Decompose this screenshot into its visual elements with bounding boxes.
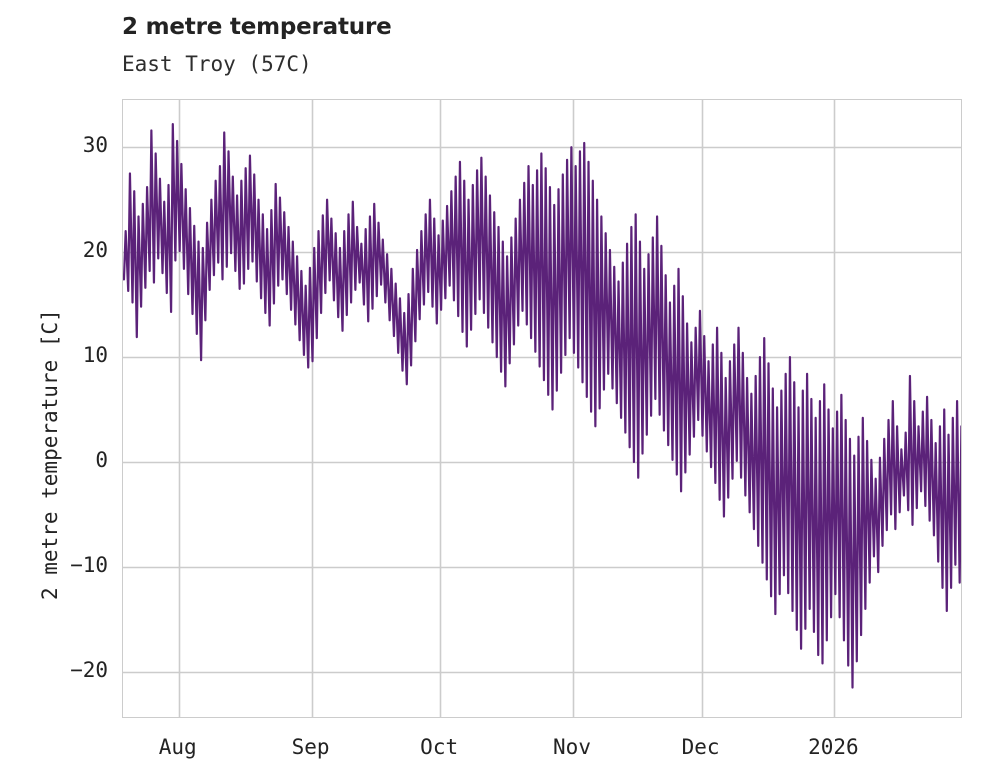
chart-subtitle: East Troy (57C)	[122, 52, 312, 76]
x-tick-label: Aug	[158, 735, 197, 759]
x-tick-label: Nov	[553, 735, 591, 759]
series-line-2-metre-temperature	[123, 123, 961, 689]
plot-area	[122, 99, 962, 718]
x-tick-label: Sep	[291, 735, 330, 759]
temperature-series	[123, 123, 961, 689]
x-tick-label: 2026	[808, 735, 859, 759]
y-tick-label: 0	[95, 447, 108, 472]
y-tick-label: −20	[70, 657, 108, 682]
x-tick-label: Oct	[420, 735, 459, 759]
x-tick-label: Dec	[681, 735, 720, 759]
chart-title: 2 metre temperature	[122, 14, 392, 40]
y-tick-label: −10	[70, 552, 108, 577]
y-tick-label: 20	[82, 238, 108, 263]
y-tick-label: 30	[82, 133, 108, 158]
y-tick-label: 10	[82, 343, 108, 368]
plot-canvas	[123, 100, 961, 717]
